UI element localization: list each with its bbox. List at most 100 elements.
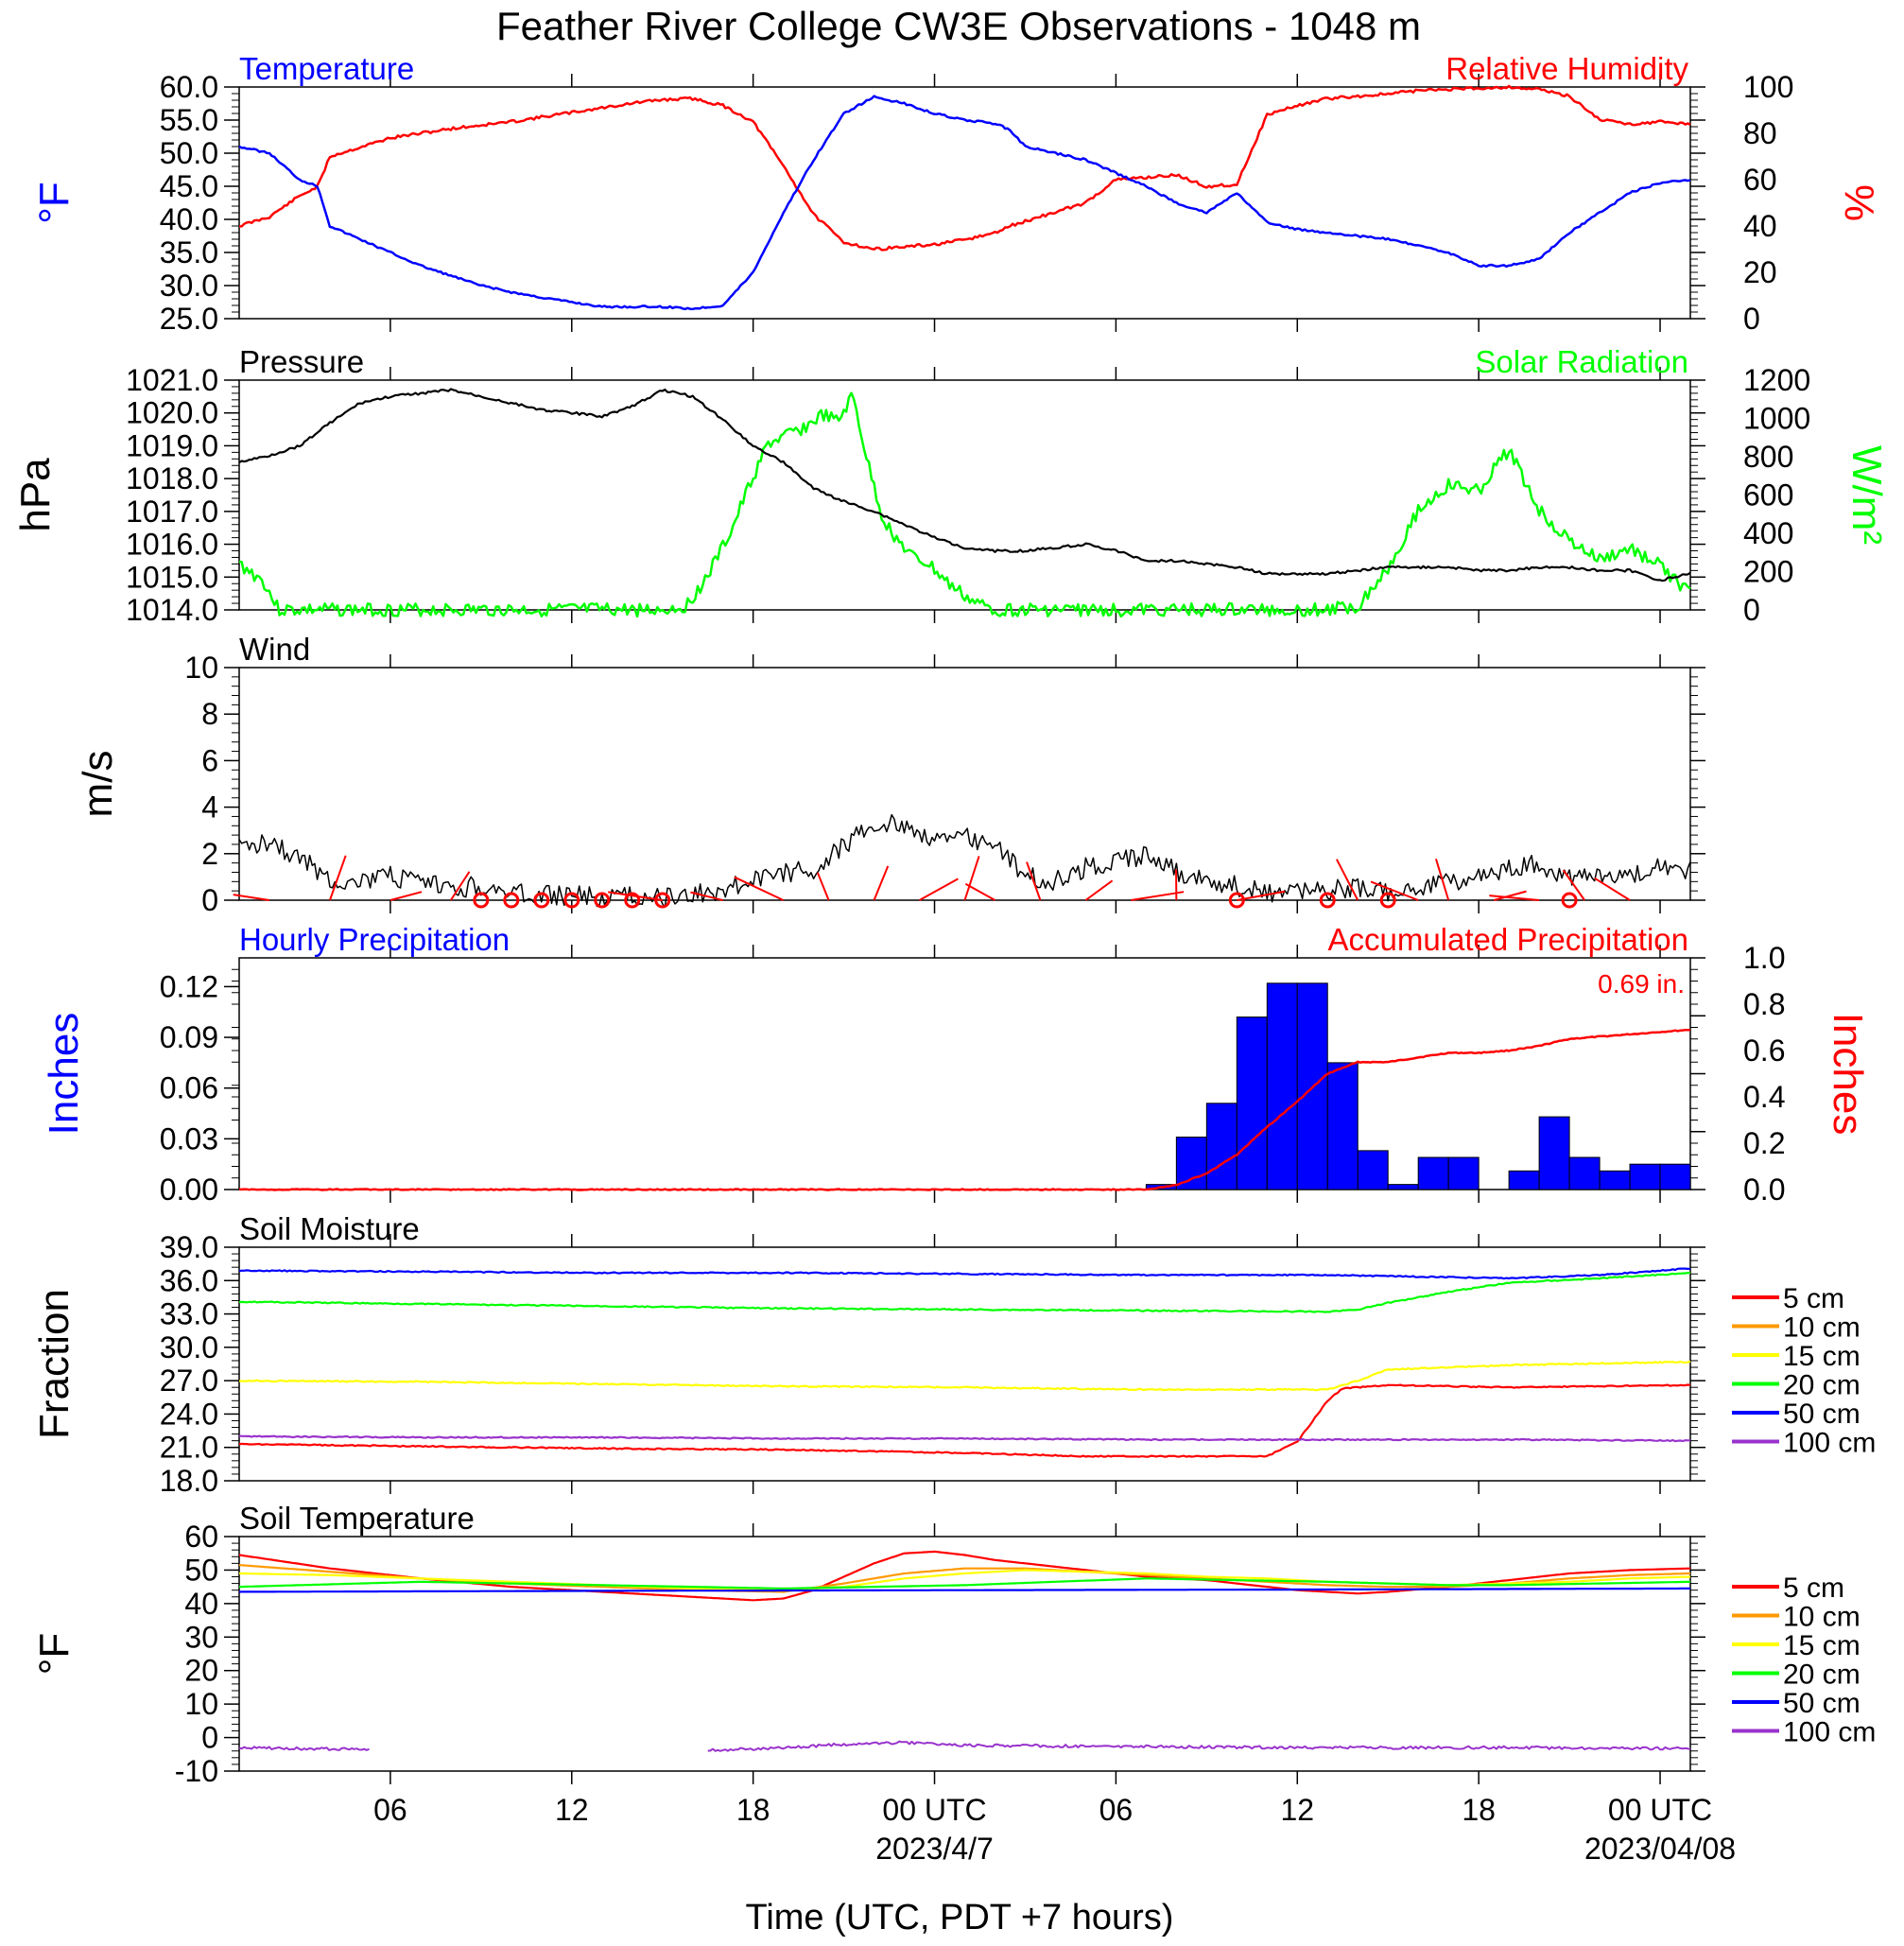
y-tick-label: 20 xyxy=(184,1654,218,1688)
y-tick-label: 1020.0 xyxy=(126,396,218,430)
soil-moisture-line-100cm xyxy=(238,1434,1690,1443)
left-axis-label: °F xyxy=(31,182,78,223)
y-tick-label: 1019.0 xyxy=(126,428,218,462)
legend-label: 15 cm xyxy=(1783,1630,1861,1661)
wind-barb xyxy=(1594,877,1631,901)
legend-label: 15 cm xyxy=(1783,1341,1861,1372)
solar-radiation-line xyxy=(238,391,1691,618)
y-tick-label: 60.0 xyxy=(160,70,218,104)
y-tick-label: 40.0 xyxy=(160,202,218,236)
wind-barb xyxy=(816,872,830,901)
hourly-precip-bar xyxy=(1659,1163,1691,1190)
x-axis-label: Time (UTC, PDT +7 hours) xyxy=(746,1898,1174,1937)
legend-label: 10 cm xyxy=(1783,1602,1861,1633)
wind-barb xyxy=(328,855,347,901)
plot-frame xyxy=(238,667,1691,901)
y-tick-label: 40 xyxy=(184,1587,218,1621)
y-tick-label: 0 xyxy=(201,883,218,917)
hourly-precip-bar xyxy=(1326,1062,1359,1190)
y-tick-label: 25.0 xyxy=(160,302,218,336)
rh-line xyxy=(239,84,1691,252)
y-tick-label: 10 xyxy=(184,1687,218,1721)
y-right-tick-label: 0.4 xyxy=(1743,1080,1785,1114)
y-tick-label: 1014.0 xyxy=(126,593,218,627)
y-tick-label: 0.12 xyxy=(160,969,218,1003)
wind-barb xyxy=(1131,891,1185,901)
soil-moisture-panel: 39.036.033.030.027.024.021.018.0 Soil Moi… xyxy=(31,1211,1705,1498)
y-right-tick-label: 800 xyxy=(1743,440,1793,474)
y-tick-label: 36.0 xyxy=(160,1263,218,1297)
wind-barb xyxy=(1370,880,1419,901)
hourly-precip-bar xyxy=(1447,1156,1480,1190)
plot-frame xyxy=(238,1246,1691,1482)
wind-barb xyxy=(1335,859,1359,901)
hourly-precip-bar xyxy=(1508,1170,1540,1190)
x-tick-label: 00 UTC xyxy=(882,1793,986,1827)
calm-wind-circle xyxy=(624,892,641,909)
x-date-label: 2023/04/08 xyxy=(1584,1832,1736,1866)
hourly-precip-bar xyxy=(1599,1170,1631,1190)
y-right-tick-label: 1200 xyxy=(1743,363,1810,397)
y-right-tick-label: 0.2 xyxy=(1743,1126,1785,1160)
y-tick-label: 0 xyxy=(201,1721,218,1755)
panel-left-title: Pressure xyxy=(239,344,364,379)
y-tick-label: 60 xyxy=(184,1520,218,1554)
right-axis-label: Inches xyxy=(1825,1013,1871,1136)
y-tick-label: 0.03 xyxy=(160,1121,218,1155)
left-axis-label: Fraction xyxy=(31,1289,78,1439)
hourly-precip-bar xyxy=(1417,1156,1449,1190)
left-axis-label: Inches xyxy=(41,1013,87,1136)
y-tick-label: 18.0 xyxy=(160,1464,218,1498)
panel-left-title: Soil Temperature xyxy=(239,1501,475,1536)
calm-wind-circle xyxy=(563,892,580,909)
y-right-tick-label: 80 xyxy=(1743,116,1777,150)
pressure-line xyxy=(238,388,1691,582)
legend-label: 20 cm xyxy=(1783,1659,1861,1691)
calm-wind-circle xyxy=(1228,892,1245,909)
wind-barb xyxy=(389,891,423,901)
total-precip-label: 0.69 in. xyxy=(1598,969,1685,999)
y-tick-label: 0.00 xyxy=(160,1173,218,1207)
wind-barb xyxy=(690,891,723,901)
panel-left-title: Temperature xyxy=(239,51,414,86)
legend-label: 100 cm xyxy=(1783,1428,1876,1459)
y-tick-label: 8 xyxy=(201,697,218,731)
soil-temp-line-100cm-a xyxy=(238,1746,370,1751)
calm-wind-circle xyxy=(1319,892,1336,909)
y-right-tick-label: 0 xyxy=(1743,593,1760,627)
legend-label: 100 cm xyxy=(1783,1717,1876,1748)
soil-temp-line-50cm xyxy=(238,1587,1690,1593)
temp-rh-panel: 60.055.050.045.040.035.030.025.0 100 80 60 4… xyxy=(31,51,1882,336)
soil-temp-line-5cm xyxy=(238,1550,1690,1602)
soil-moisture-line-15cm xyxy=(238,1360,1691,1392)
panel-left-title: Wind xyxy=(239,632,310,667)
y-tick-label: 4 xyxy=(201,791,218,825)
wind-barb xyxy=(963,856,980,901)
pressure-solar-panel: 1021.01020.01019.01018.01017.01016.01015… xyxy=(12,344,1890,627)
y-right-tick-label: 20 xyxy=(1743,255,1777,289)
calm-wind-circle xyxy=(503,892,520,909)
y-tick-label: 30.0 xyxy=(160,1330,218,1364)
y-tick-label: 50.0 xyxy=(160,136,218,170)
wind-barb xyxy=(233,894,270,901)
hourly-precip-bar xyxy=(1357,1150,1389,1190)
x-date-label: 2023/4/7 xyxy=(875,1832,994,1866)
y-tick-label: 1018.0 xyxy=(126,461,218,495)
soil-moisture-line-50cm xyxy=(238,1267,1691,1280)
y-right-tick-label: 1000 xyxy=(1743,402,1810,436)
y-tick-label: 1017.0 xyxy=(126,495,218,529)
hourly-precip-bar xyxy=(1568,1156,1601,1190)
wind-barb xyxy=(1493,890,1527,901)
wind-barb xyxy=(873,865,890,901)
soil-moisture-line-20cm xyxy=(238,1271,1690,1313)
hourly-precip-bar xyxy=(1175,1137,1207,1190)
calm-wind-circle xyxy=(594,892,611,909)
y-tick-label: 30.0 xyxy=(160,269,218,303)
soil-temp-line-10cm xyxy=(238,1564,1690,1593)
legend-label: 20 cm xyxy=(1783,1370,1861,1401)
wind-barb xyxy=(1084,879,1114,901)
temperature-line xyxy=(238,95,1691,311)
